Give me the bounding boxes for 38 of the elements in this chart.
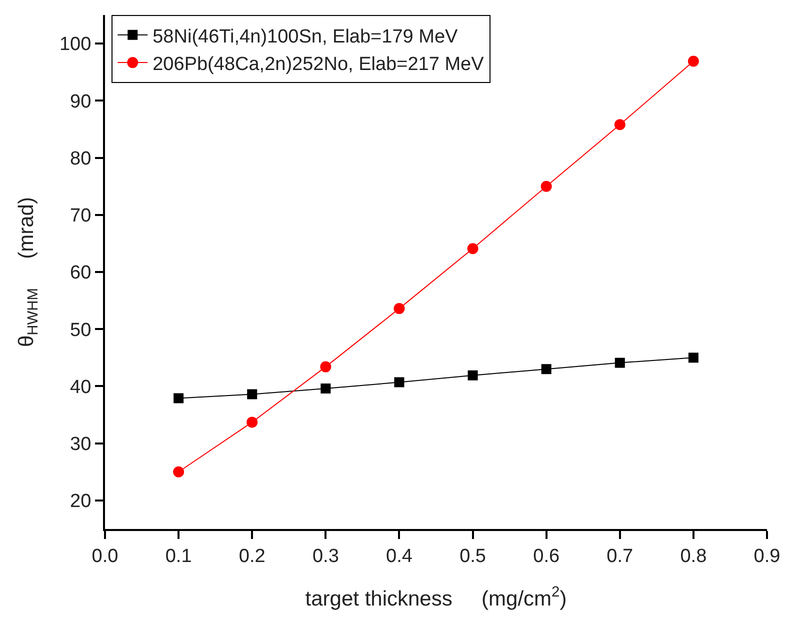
point — [320, 384, 331, 394]
x-tick-label: 0.3 — [312, 546, 339, 567]
y-tick-label: 70 — [70, 206, 92, 227]
point — [247, 389, 258, 400]
legend-label: 58Ni(46Ti,4n)100Sn, Elab=179 MeV — [152, 26, 458, 48]
y-tick-label: 60 — [70, 262, 92, 284]
x-tick-label: 0.7 — [606, 546, 634, 567]
y-tick-label: 80 — [70, 148, 92, 170]
y-tick-label: 20 — [70, 491, 92, 512]
x-tick-label: 0.9 — [754, 546, 780, 567]
point — [394, 303, 405, 314]
x-tick-label: 0.6 — [533, 546, 560, 567]
x-tick-label: 0.1 — [165, 546, 192, 567]
point — [320, 361, 332, 372]
x-tick-label: 0.0 — [92, 546, 118, 567]
point — [173, 466, 184, 478]
point — [174, 393, 184, 404]
x-tick-label: 0.5 — [460, 546, 486, 567]
point — [688, 352, 698, 363]
point — [688, 56, 699, 67]
y-tick-label: 90 — [70, 91, 92, 112]
point — [614, 119, 626, 130]
x-tick-label: 0.4 — [386, 546, 413, 567]
y-tick-label: 50 — [70, 320, 92, 341]
x-tick-label: 0.8 — [680, 546, 707, 567]
legend-label: 206Pb(48Ca,2n)252No, Elab=217 MeV — [152, 54, 484, 75]
y-tick-label: 30 — [70, 434, 92, 455]
point — [541, 364, 552, 374]
point — [614, 358, 625, 368]
point — [394, 377, 404, 388]
x-axis-title: target thickness (mg/cm$^{2}$) — [305, 584, 567, 610]
point — [467, 243, 478, 254]
point — [540, 180, 552, 192]
y-tick-label: 40 — [70, 376, 92, 398]
point — [246, 416, 258, 428]
y-tick-label: 100 — [59, 34, 92, 56]
point — [468, 370, 478, 380]
x-tick-label: 0.2 — [238, 546, 266, 567]
